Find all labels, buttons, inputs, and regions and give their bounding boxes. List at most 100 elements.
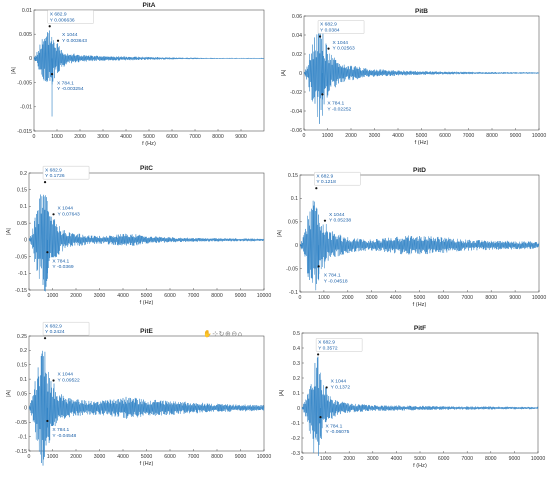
x-tick-label: 5000 [141,454,153,460]
datatip-y: Y 0.2424 [45,329,65,335]
datatip-y: Y 0.3572 [318,345,338,351]
y-tick-label: 0 [24,238,27,244]
y-tick-label: -0.1 [291,421,300,427]
datatip-x: X 784.1 [324,273,341,279]
datatip-marker[interactable] [56,39,60,42]
datatip-x: X 682.9 [318,340,335,346]
datatip-y: Y -0.06075 [326,429,350,435]
datatip-marker[interactable] [46,419,49,423]
x-tick-label: 7000 [188,454,200,460]
spectrum-line [33,30,265,85]
x-tick-label: 6000 [439,133,451,139]
y-axis-label: |A| [6,228,12,235]
datatip-box[interactable]: X 682.9Y 0.3572 [315,338,363,352]
chart-title: PitA [143,2,156,9]
y-tick-label: 0.15 [17,363,27,369]
x-tick-label: 7000 [463,133,475,139]
datatip-marker[interactable] [50,73,54,76]
y-tick-label: 0 [295,243,298,249]
datatip-marker[interactable] [52,213,55,216]
datatip-box[interactable]: X 682.9Y 0.006636 [47,10,94,24]
datatip-marker[interactable] [317,353,320,356]
x-axis-label: f (Hz) [413,302,427,308]
x-tick-label: 8000 [485,295,497,301]
x-tick-label: 1000 [47,293,59,299]
datatip-box[interactable]: X 784.1Y -0.04518 [321,271,368,285]
datatip-box[interactable]: X 784.1Y -0.04548 [50,425,97,439]
datatip-marker[interactable] [318,35,322,38]
chart-svg: -0.3 -0.2 -0.1 0 0.1 0.2 0.3 0.4 0.5 0 1000 2000 300… [279,325,545,469]
datatip-marker[interactable] [46,251,49,254]
datatip-box[interactable]: X 784.1Y -0.0369 [50,257,97,271]
datatip-background [55,370,102,384]
datatip-x: X 1044 [62,32,78,38]
datatip-marker[interactable] [321,93,324,96]
figure-toolbar[interactable]: ✋⊹↻⊕⊖⌂ [203,330,243,338]
datatip-marker[interactable] [43,181,47,184]
datatip-x: X 682.9 [50,11,67,17]
zoom-in-icon[interactable]: ⊕ [224,330,232,338]
datatip-x: X 682.9 [45,167,62,173]
chart-panel-pitc: -0.15 -0.1 -0.05 0 0.05 0.1 0.15 0.2 0 1000 2000 30… [0,160,275,320]
chart-panel-pitb: -0.06 -0.04 -0.02 0 0.02 0.04 0.06 0 1000 2000 300… [275,0,550,160]
datatip-marker[interactable] [43,337,47,340]
x-tick-label: 1000 [318,295,330,301]
x-tick-label: 5000 [141,293,153,299]
datatip-box[interactable]: X 682.9Y 0.1218 [314,171,361,186]
x-tick-label: 2000 [342,295,354,301]
datatip-marker[interactable] [319,416,322,419]
datatip-box[interactable]: X 784.1Y -0.06075 [323,422,370,436]
x-tick-label: 10000 [532,133,547,139]
y-tick-label: -0.15 [15,288,27,294]
y-tick-label: 0.3 [293,361,300,367]
x-tick-label: 9000 [235,293,247,299]
datatip-box[interactable]: X 784.1Y -0.003254 [55,79,102,93]
datatip-y: Y 0.0384 [320,28,340,34]
y-tick-label: -0.3 [291,451,300,457]
datatip-background [330,38,377,52]
datatip-marker[interactable] [325,386,328,389]
pan-icon[interactable]: ✋ [203,330,213,338]
datatip-y: Y 0.1726 [45,173,65,179]
datatip-y: Y 0.006636 [50,17,75,23]
zoom-out-icon[interactable]: ⊖ [231,330,238,338]
datatip-box[interactable]: X 682.9Y 0.0384 [317,20,365,34]
y-tick-label: 0.25 [17,334,27,340]
x-tick-label: 7000 [462,295,474,301]
rotate-icon[interactable]: ↻ [218,330,225,338]
y-tick-label: -0.06 [290,128,302,134]
chart-panel-pite: -0.15 -0.1 -0.05 0 0.05 0.1 0.15 0.2 0.25 0 1000 20… [0,320,275,482]
x-tick-label: 8000 [486,133,498,139]
home-icon[interactable]: ⌂ [237,330,243,338]
datatip-x: X 784.1 [326,423,343,429]
y-axis-label: |A| [6,390,12,397]
datatip-x: X 682.9 [316,173,333,179]
y-tick-label: 0.5 [293,331,300,337]
datatip-marker[interactable] [317,265,320,268]
datatip-marker[interactable] [315,187,318,190]
datatip-box[interactable]: X 682.9Y 0.1726 [42,165,90,180]
datatip-background [42,165,90,180]
datatip-marker[interactable] [327,47,330,50]
datatip-marker[interactable] [52,379,55,382]
datatip-x: X 1044 [58,206,74,212]
x-tick-label: 5000 [143,134,155,140]
datatip-box[interactable]: X 784.1Y -0.02252 [325,99,372,113]
chart-svg: -0.15 -0.1 -0.05 0 0.05 0.1 0.15 0.2 0.25 0 1000 20… [6,321,271,467]
x-tick-label: 1000 [47,454,59,460]
datatip-marker[interactable] [323,219,327,222]
datatip-background [317,20,365,34]
datatip-box[interactable]: X 682.9Y 0.2424 [42,321,90,336]
y-tick-label: 0.15 [288,173,298,179]
y-tick-label: 0.1 [20,377,27,383]
datatip-marker[interactable] [48,25,51,28]
y-tick-label: 0.01 [22,8,32,14]
chart-title: PitB [415,8,428,15]
insert-datatip-icon[interactable]: ⊹ [212,330,219,338]
